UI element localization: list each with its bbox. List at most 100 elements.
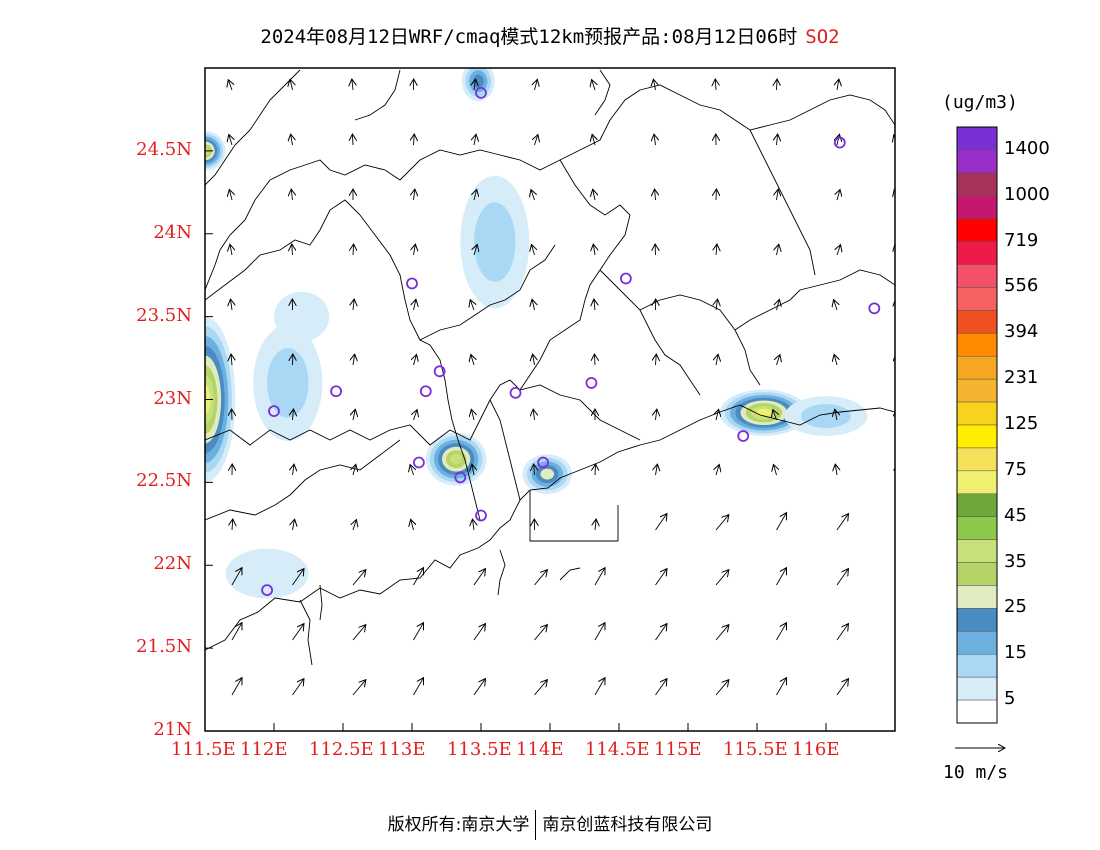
colorbar-tick-label: 25 <box>1004 596 1027 618</box>
wind-arrow <box>777 244 779 256</box>
wind-arrow <box>655 514 667 531</box>
wind-arrow <box>534 570 548 586</box>
lon-label: 113.5E <box>447 739 512 760</box>
wind-arrow <box>353 244 354 256</box>
wind-arrow <box>592 80 595 91</box>
footer: 版权所有:南京大学 南京创蓝科技有限公司 <box>0 810 1100 840</box>
wind-arrow <box>835 464 837 476</box>
colorbar-tick-label: 75 <box>1004 458 1027 480</box>
wind-arrow <box>232 519 233 531</box>
colorbar-segment <box>956 310 998 334</box>
colorbar-segment <box>956 653 998 678</box>
wind-arrow <box>231 354 232 366</box>
lat-label: 21N <box>153 719 192 740</box>
wind-arrow <box>716 244 717 256</box>
wind-arrow <box>413 623 424 641</box>
colorbar-tick-label: 5 <box>1004 688 1016 710</box>
wind-arrow <box>474 244 477 256</box>
wind-arrow <box>656 409 657 421</box>
wind-arrow <box>834 300 837 311</box>
colorbar-segment <box>956 264 998 288</box>
lat-label: 23N <box>153 387 192 409</box>
wind-arrow <box>352 79 353 91</box>
wind-arrow <box>414 134 415 146</box>
wind-arrow <box>231 678 242 696</box>
wind-arrow <box>352 680 366 696</box>
wind-arrow <box>716 354 718 366</box>
lat-label: 22.5N <box>136 470 192 492</box>
wind-arrow <box>716 409 719 421</box>
wind-arrow <box>352 570 366 586</box>
wind-arrow <box>776 513 787 531</box>
wind-arrow <box>595 519 596 531</box>
station-marker <box>268 405 280 418</box>
wind-arrow <box>473 569 485 586</box>
wind-arrow <box>293 464 295 476</box>
wind-arrow <box>655 569 667 586</box>
colorbar-segment <box>956 493 998 517</box>
wind-scale-label: 10 m/s <box>943 762 1009 783</box>
wind-arrow <box>777 299 780 311</box>
station-marker <box>261 584 274 597</box>
wind-arrow <box>716 299 718 311</box>
wind-arrow <box>229 189 232 201</box>
colorbar-tick-label: 35 <box>1004 550 1027 572</box>
wind-arrow <box>594 623 605 641</box>
wind-arrow <box>594 568 605 586</box>
wind-arrow <box>410 465 413 476</box>
wind-arrow <box>898 625 911 640</box>
wind-arrow <box>836 624 848 641</box>
wind-arrow <box>897 409 898 420</box>
plume-contour <box>450 453 463 465</box>
wind-arrow <box>353 299 354 311</box>
monitor-stations <box>261 86 881 597</box>
wind-arrow <box>291 134 293 146</box>
plume-contour <box>225 548 309 599</box>
footer-copyright: 版权所有:南京大学 <box>387 815 530 835</box>
station-marker <box>433 365 446 378</box>
lon-label: 111.5E <box>171 739 236 760</box>
wind-arrow <box>594 354 595 366</box>
wind-arrow <box>293 409 294 421</box>
wind-arrow <box>532 299 534 311</box>
wind-arrow <box>531 190 535 201</box>
colorbar-segment <box>956 470 998 495</box>
plume-contour <box>801 404 851 429</box>
wind-arrow <box>898 680 911 695</box>
station-marker <box>585 377 598 389</box>
wind-arrow <box>776 568 787 586</box>
colorbar-segment <box>956 516 998 540</box>
wind-arrow <box>472 519 474 531</box>
station-marker <box>330 385 343 398</box>
wind-arrow <box>773 410 777 421</box>
wind-arrow <box>533 354 535 366</box>
wind-arrow <box>594 299 595 311</box>
wind-arrow <box>534 680 548 696</box>
colorbar-units: (ug/m3) <box>942 92 1018 113</box>
lat-label: 23.5N <box>136 304 192 326</box>
wind-arrow <box>229 134 232 146</box>
wind-arrow <box>352 134 353 146</box>
wind-arrow <box>292 569 304 586</box>
wind-arrow <box>414 410 418 421</box>
wind-arrow <box>655 189 656 201</box>
wind-arrow <box>777 189 779 201</box>
colorbar-segment <box>956 585 998 609</box>
wind-arrow <box>715 570 729 586</box>
wind-arrow <box>533 409 534 421</box>
wind-arrow <box>716 464 719 476</box>
axis-ticks <box>204 150 827 732</box>
station-marker <box>537 456 549 469</box>
wind-arrow <box>777 355 780 366</box>
wind-arrow <box>594 678 605 696</box>
colorbar-segment <box>956 287 998 311</box>
lon-label: 112.5E <box>309 739 374 760</box>
wind-arrow <box>230 299 232 311</box>
title-species: SO2 <box>805 26 840 48</box>
lon-label: 114.5E <box>585 739 650 760</box>
wind-arrow <box>292 679 304 696</box>
wind-arrow <box>292 244 293 256</box>
lat-label: 22N <box>153 553 192 575</box>
wind-arrow <box>715 79 716 91</box>
